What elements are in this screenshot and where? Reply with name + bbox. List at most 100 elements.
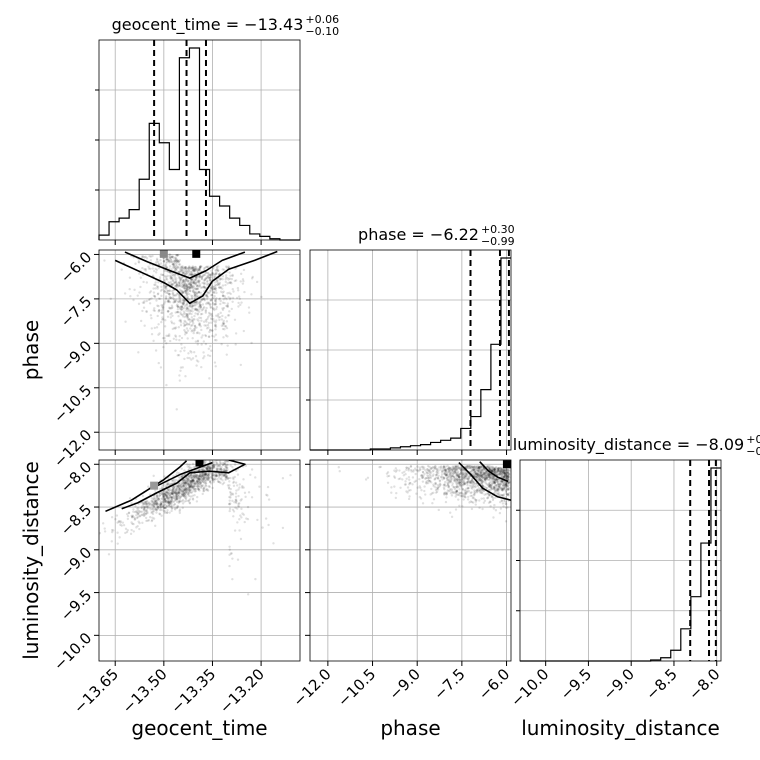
sample-point — [175, 495, 179, 499]
sample-point — [161, 308, 165, 311]
sample-point — [195, 331, 199, 335]
sample-point — [201, 298, 204, 301]
sample-point — [168, 500, 172, 504]
sample-point — [423, 485, 426, 488]
sample-point — [155, 507, 158, 510]
sample-point — [154, 499, 157, 503]
sample-point — [455, 492, 458, 495]
sample-point — [195, 280, 198, 284]
sample-point — [185, 287, 189, 291]
sample-point — [178, 483, 181, 487]
sample-point — [502, 471, 505, 474]
sample-point — [501, 481, 504, 484]
sample-point — [206, 478, 210, 482]
sample-point — [187, 282, 190, 285]
sample-point — [214, 324, 217, 328]
sample-point — [161, 505, 164, 509]
sample-point — [457, 482, 461, 486]
sample-point — [207, 478, 210, 482]
sample-point — [479, 491, 482, 494]
sample-point — [160, 311, 163, 315]
sample-point — [461, 477, 464, 480]
sample-point — [487, 475, 491, 479]
sample-point — [228, 310, 231, 313]
sample-point — [194, 278, 197, 281]
sample-point — [436, 477, 440, 480]
sample-point — [455, 468, 459, 472]
sample-point — [466, 464, 469, 468]
sample-point — [183, 323, 187, 327]
sample-point — [506, 487, 509, 491]
sample-point — [169, 500, 173, 504]
sample-point — [145, 502, 149, 506]
sample-point — [444, 473, 447, 476]
sample-point — [182, 313, 185, 316]
sample-point — [460, 492, 463, 495]
sample-point — [194, 266, 197, 269]
sample-point — [202, 487, 206, 490]
sample-point — [460, 484, 463, 487]
sample-point — [176, 260, 180, 263]
sample-point — [495, 470, 499, 474]
sample-point — [201, 474, 204, 477]
sample-point — [141, 254, 144, 258]
sample-point — [199, 307, 202, 310]
sample-point — [194, 288, 198, 291]
sample-point — [164, 498, 167, 502]
sample-point — [176, 484, 179, 488]
sample-point — [167, 259, 170, 262]
sample-point — [484, 478, 487, 482]
sample-point — [173, 478, 176, 481]
sample-point — [209, 312, 212, 315]
sample-point — [195, 473, 198, 477]
sample-point — [480, 482, 484, 485]
sample-point — [488, 485, 491, 489]
sample-point — [196, 269, 199, 272]
sample-point — [177, 260, 181, 264]
sample-point — [445, 473, 449, 476]
sample-point — [178, 277, 181, 280]
sample-point — [207, 347, 211, 351]
sample-point — [219, 467, 223, 470]
sample-point — [198, 322, 201, 325]
sample-point — [179, 312, 182, 316]
sample-point — [194, 308, 198, 312]
sample-point — [179, 489, 183, 493]
sample-point — [476, 473, 479, 476]
sample-point — [166, 482, 170, 486]
sample-point — [193, 485, 196, 488]
sample-point — [191, 266, 194, 269]
sample-point — [191, 479, 195, 482]
sample-point — [168, 489, 171, 492]
sample-point — [168, 307, 171, 310]
sample-point — [160, 309, 164, 312]
title-plus-luminosity_distance: +0.08 — [746, 433, 760, 446]
sample-point — [207, 291, 210, 294]
sample-point — [438, 466, 441, 469]
sample-point — [177, 485, 181, 488]
sample-point — [168, 502, 171, 505]
sample-point — [456, 474, 460, 477]
sample-point — [172, 265, 176, 268]
sample-point — [196, 312, 200, 315]
sample-point — [172, 297, 175, 300]
sample-point — [202, 480, 205, 483]
sample-point — [486, 473, 490, 477]
sample-point — [487, 501, 491, 504]
sample-point — [145, 510, 149, 513]
sample-point — [170, 488, 173, 492]
sample-point — [435, 473, 438, 477]
sample-point — [491, 476, 495, 479]
sample-point — [219, 311, 222, 315]
sample-point — [203, 273, 207, 277]
sample-point — [186, 307, 190, 311]
sample-point — [177, 490, 180, 493]
sample-point — [266, 494, 269, 497]
sample-point — [443, 468, 447, 472]
sample-point — [157, 333, 160, 336]
sample-point — [207, 477, 211, 480]
sample-point — [199, 265, 202, 268]
sample-point — [481, 488, 484, 492]
sample-point — [221, 461, 225, 465]
sample-point — [155, 508, 159, 512]
